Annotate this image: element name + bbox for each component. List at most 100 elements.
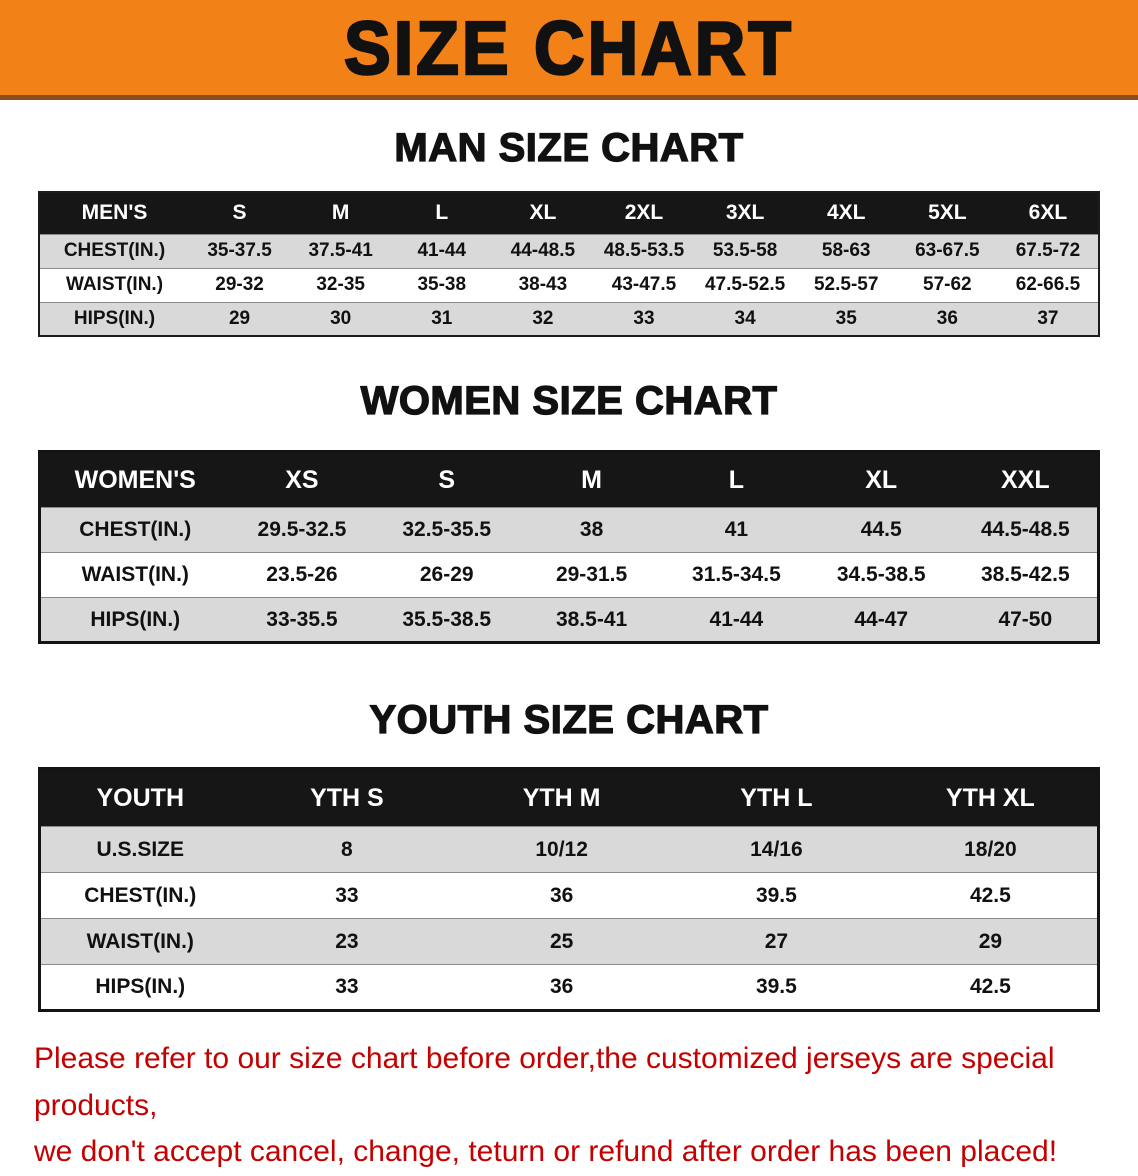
youth-size-table: YOUTH YTH S YTH M YTH L YTH XL U.S.SIZE 8 10/12…: [38, 767, 1100, 1012]
size-value-cell: 58-63: [795, 233, 897, 268]
table-row: CHEST(IN.) 29.5-32.5 32.5-35.5 38 41 44.5 44.5…: [39, 507, 1099, 553]
size-column-header: M: [519, 451, 664, 508]
size-value-cell: 30: [290, 301, 392, 336]
row-label: WAIST(IN.): [39, 267, 189, 302]
size-value-cell: 47-50: [953, 597, 1099, 643]
size-value-cell: 43-47.5: [593, 267, 695, 302]
size-value-cell: 67.5-72: [997, 233, 1099, 268]
women-size-section: WOMEN SIZE CHART WOMEN'S XS S M L XL XXL CHEST(…: [0, 378, 1138, 644]
size-value-cell: 33-35.5: [229, 597, 375, 643]
row-label: WAIST(IN.): [39, 918, 240, 965]
women-size-table: WOMEN'S XS S M L XL XXL CHEST(IN.) 29.5-32.5 32.5…: [38, 450, 1100, 644]
table-header-row: MEN'S S M L XL 2XL 3XL 4XL 5XL 6XL: [39, 192, 1099, 234]
size-value-cell: 36: [454, 872, 669, 919]
size-value-cell: 38-43: [492, 267, 594, 302]
size-value-cell: 35-37.5: [189, 233, 291, 268]
size-value-cell: 41-44: [391, 233, 493, 268]
size-value-cell: 32.5-35.5: [374, 507, 520, 553]
size-value-cell: 32: [492, 301, 594, 336]
size-column-header: L: [391, 192, 493, 234]
row-label: HIPS(IN.): [39, 597, 230, 643]
size-column-header: M: [290, 192, 392, 234]
size-column-header: YTH L: [669, 768, 884, 827]
size-value-cell: 10/12: [454, 826, 669, 873]
size-value-cell: 62-66.5: [997, 267, 1099, 302]
size-value-cell: 44.5: [808, 507, 954, 553]
size-value-cell: 18/20: [883, 826, 1099, 873]
size-value-cell: 32-35: [290, 267, 392, 302]
size-value-cell: 47.5-52.5: [694, 267, 796, 302]
size-value-cell: 41: [663, 507, 809, 553]
table-row: HIPS(IN.) 33-35.5 35.5-38.5 38.5-41 41-44 44-…: [39, 597, 1099, 643]
size-value-cell: 39.5: [669, 872, 884, 919]
size-value-cell: 42.5: [883, 872, 1099, 919]
men-size-section: MAN SIZE CHART MEN'S S M L XL 2XL 3XL 4XL 5XL 6XL…: [0, 125, 1138, 337]
size-value-cell: 63-67.5: [896, 233, 998, 268]
size-value-cell: 37: [997, 301, 1099, 336]
table-row: WAIST(IN.) 23.5-26 26-29 29-31.5 31.5-34.5 34…: [39, 552, 1099, 598]
size-value-cell: 53.5-58: [694, 233, 796, 268]
youth-section-heading: YOUTH SIZE CHART: [369, 697, 769, 742]
row-label: HIPS(IN.): [39, 964, 240, 1011]
size-column-header: XXL: [953, 451, 1099, 508]
size-column-header: YTH XL: [883, 768, 1099, 827]
size-column-header: 4XL: [795, 192, 897, 234]
size-value-cell: 34: [694, 301, 796, 336]
table-header-row: WOMEN'S XS S M L XL XXL: [39, 451, 1099, 508]
size-value-cell: 36: [454, 964, 669, 1011]
disclaimer-line-1: Please refer to our size chart before or…: [34, 1042, 1055, 1122]
size-column-header: 3XL: [694, 192, 796, 234]
table-corner-label: WOMEN'S: [39, 451, 230, 508]
table-row: WAIST(IN.) 29-32 32-35 35-38 38-43 43-47.5 47.…: [39, 267, 1099, 302]
size-value-cell: 42.5: [883, 964, 1099, 1011]
table-row: U.S.SIZE 8 10/12 14/16 18/20: [39, 826, 1099, 873]
table-row: HIPS(IN.) 29 30 31 32 33 34 35 36 37: [39, 301, 1099, 336]
size-value-cell: 44.5-48.5: [953, 507, 1099, 553]
row-label: U.S.SIZE: [39, 826, 240, 873]
size-column-header: XL: [808, 451, 954, 508]
size-value-cell: 26-29: [374, 552, 520, 598]
banner: SIZE CHART: [0, 0, 1138, 100]
size-value-cell: 39.5: [669, 964, 884, 1011]
size-column-header: 2XL: [593, 192, 695, 234]
size-value-cell: 14/16: [669, 826, 884, 873]
row-label: CHEST(IN.): [39, 872, 240, 919]
size-value-cell: 23: [239, 918, 455, 965]
size-value-cell: 33: [593, 301, 695, 336]
size-column-header: L: [663, 451, 809, 508]
table-row: HIPS(IN.) 33 36 39.5 42.5: [39, 964, 1099, 1011]
page-title: SIZE CHART: [343, 4, 794, 91]
size-column-header: 6XL: [997, 192, 1099, 234]
table-corner-label: MEN'S: [39, 192, 189, 234]
table-corner-label: YOUTH: [39, 768, 240, 827]
disclaimer-line-2: we don't accept cancel, change, teturn o…: [34, 1135, 1058, 1168]
size-column-header: YTH M: [454, 768, 669, 827]
size-column-header: YTH S: [239, 768, 455, 827]
size-column-header: 5XL: [896, 192, 998, 234]
row-label: WAIST(IN.): [39, 552, 230, 598]
size-column-header: XL: [492, 192, 594, 234]
size-value-cell: 27: [669, 918, 884, 965]
women-section-heading: WOMEN SIZE CHART: [360, 378, 778, 423]
disclaimer-note: Please refer to our size chart before or…: [0, 1036, 1138, 1176]
table-row: WAIST(IN.) 23 25 27 29: [39, 918, 1099, 965]
men-size-table: MEN'S S M L XL 2XL 3XL 4XL 5XL 6XL CHEST(IN.) 35-37…: [38, 191, 1100, 337]
size-column-header: S: [374, 451, 520, 508]
size-value-cell: 36: [896, 301, 998, 336]
size-column-header: S: [189, 192, 291, 234]
row-label: CHEST(IN.): [39, 233, 189, 268]
size-value-cell: 31.5-34.5: [663, 552, 809, 598]
table-row: CHEST(IN.) 33 36 39.5 42.5: [39, 872, 1099, 919]
table-row: CHEST(IN.) 35-37.5 37.5-41 41-44 44-48.5 48.5…: [39, 233, 1099, 268]
size-value-cell: 31: [391, 301, 493, 336]
size-value-cell: 41-44: [663, 597, 809, 643]
size-value-cell: 23.5-26: [229, 552, 375, 598]
size-value-cell: 44-48.5: [492, 233, 594, 268]
size-value-cell: 57-62: [896, 267, 998, 302]
row-label: CHEST(IN.): [39, 507, 230, 553]
size-value-cell: 44-47: [808, 597, 954, 643]
size-value-cell: 38.5-41: [519, 597, 664, 643]
youth-size-section: YOUTH SIZE CHART YOUTH YTH S YTH M YTH L YTH…: [0, 697, 1138, 1012]
size-column-header: XS: [229, 451, 375, 508]
size-value-cell: 35: [795, 301, 897, 336]
